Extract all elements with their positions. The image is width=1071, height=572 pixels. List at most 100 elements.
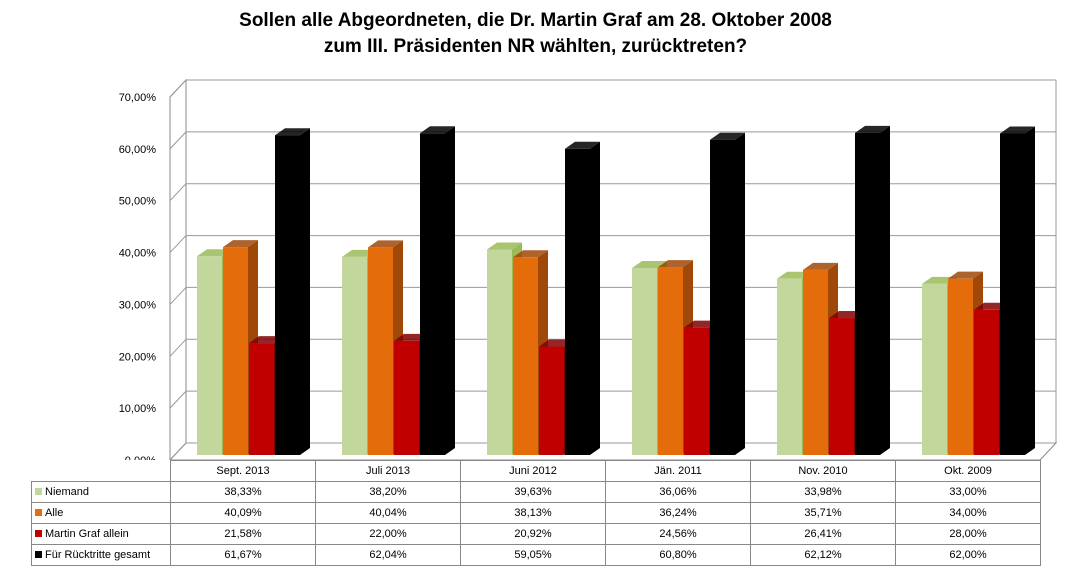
bar [710,139,735,456]
bar [275,135,300,455]
bar [803,269,828,455]
bar-top [368,240,403,248]
bar [368,247,393,455]
y-tick-label: 10,00% [119,403,157,415]
bar-top [420,126,455,134]
bar [513,257,538,455]
table-row: Niemand 38,33% 38,20% 39,63% 36,06% 33,98% 33,… [31,481,1041,503]
gridline-side [169,390,187,409]
bar [1000,133,1025,455]
bar [223,247,248,455]
bar-top [855,125,890,133]
table-row: Martin Graf allein 21,58% 22,00% 20,92% 24,5… [31,523,1041,545]
data-label: 60,80% [605,544,751,566]
gridline-side [169,235,187,253]
y-tick-label: 0,00% [125,455,156,460]
bar [658,267,683,455]
bar-side [590,141,600,455]
data-label: 59,05% [460,544,606,566]
bar [948,278,973,455]
legend-swatch [35,509,42,516]
legend-label: Niemand [45,486,90,498]
legend-label: Martin Graf allein [45,528,129,540]
table-corner [32,461,171,482]
bar-top [513,250,548,258]
bar-top [223,240,258,248]
category-label: Sept. 2013 [170,460,316,482]
data-label: 34,00% [895,502,1041,524]
legend-entry: Niemand [31,481,171,503]
data-label: 33,98% [750,481,896,503]
data-label: 22,00% [315,523,461,545]
bar-side [880,125,890,455]
bar [487,249,512,455]
y-tick-label: 30,00% [119,299,157,311]
data-label: 21,58% [170,523,316,545]
legend-entry: Martin Graf allein [31,523,171,545]
data-label: 38,33% [170,481,316,503]
data-label: 62,00% [895,544,1041,566]
bar [632,268,657,455]
legend-swatch [35,530,42,537]
gridline-side [169,131,187,150]
y-tick-label: 50,00% [119,196,157,208]
chart-plot: 0,00% 10,00% 20,00% 30,00% 40,00% 50,00% 60,00… [119,78,1058,460]
data-label: 38,13% [460,502,606,524]
category-label: Okt. 2009 [895,460,1041,482]
bar [249,343,274,455]
data-label: 33,00% [895,481,1041,503]
data-label: 36,24% [605,502,751,524]
y-tick-label: 40,00% [119,248,157,260]
bar [420,133,445,455]
legend-entry: Alle [31,502,171,524]
legend-label: Für Rücktritte gesamt [45,549,151,561]
bar-top [275,128,310,136]
bar-side [1025,126,1035,455]
y-tick-label: 70,00% [119,92,157,104]
bar [829,318,854,455]
gridline-side [169,183,187,202]
bar [777,278,802,455]
y-tick-label: 60,00% [119,144,157,156]
data-label: 62,12% [750,544,896,566]
bar [684,327,709,455]
table-row: Für Rücktritte gesamt 61,67% 62,04% 59,05% 6… [31,544,1041,566]
bar [197,256,222,455]
data-label: 39,63% [460,481,606,503]
data-label: 28,00% [895,523,1041,545]
bar [539,346,564,455]
gridline-side [169,338,187,357]
chart-title: Sollen alle Abgeordneten, die Dr. Martin… [239,10,832,57]
bar-top [632,261,667,269]
bar [922,283,947,455]
bar [342,256,367,455]
legend-swatch [35,551,42,558]
data-table: Sept. 2013 Juli 2013 Juni 2012 Jän. 2011 Nov… [31,460,1041,566]
bar-side [445,126,455,455]
data-label: 36,06% [605,481,751,503]
bar-side [300,128,310,455]
bar-top [1000,126,1035,134]
category-label: Jän. 2011 [605,460,751,482]
data-label: 20,92% [460,523,606,545]
legend-label: Alle [45,507,64,519]
bar-top [948,271,983,279]
data-label: 38,20% [315,481,461,503]
bar-top [565,141,600,149]
bar [565,148,590,455]
category-label: Nov. 2010 [750,460,896,482]
bar [974,309,999,455]
bar-top [487,242,522,250]
data-label: 24,56% [605,523,751,545]
gridline-side [169,287,187,305]
data-label: 35,71% [750,502,896,524]
data-label: 40,04% [315,502,461,524]
bar-top [803,262,838,270]
legend-entry: Für Rücktritte gesamt [31,544,171,566]
category-label: Juli 2013 [315,460,461,482]
bar-top [710,132,745,140]
side-wall [169,78,187,460]
y-tick-label: 20,00% [119,351,157,363]
data-label: 26,41% [750,523,896,545]
gridline-side [169,79,187,98]
